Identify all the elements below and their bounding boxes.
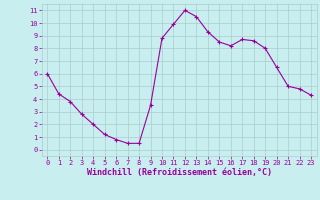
X-axis label: Windchill (Refroidissement éolien,°C): Windchill (Refroidissement éolien,°C) (87, 168, 272, 177)
